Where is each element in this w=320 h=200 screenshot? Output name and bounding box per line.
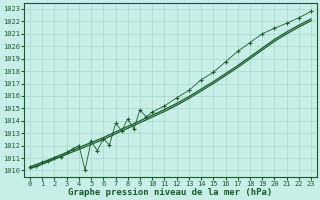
X-axis label: Graphe pression niveau de la mer (hPa): Graphe pression niveau de la mer (hPa) xyxy=(68,188,273,197)
